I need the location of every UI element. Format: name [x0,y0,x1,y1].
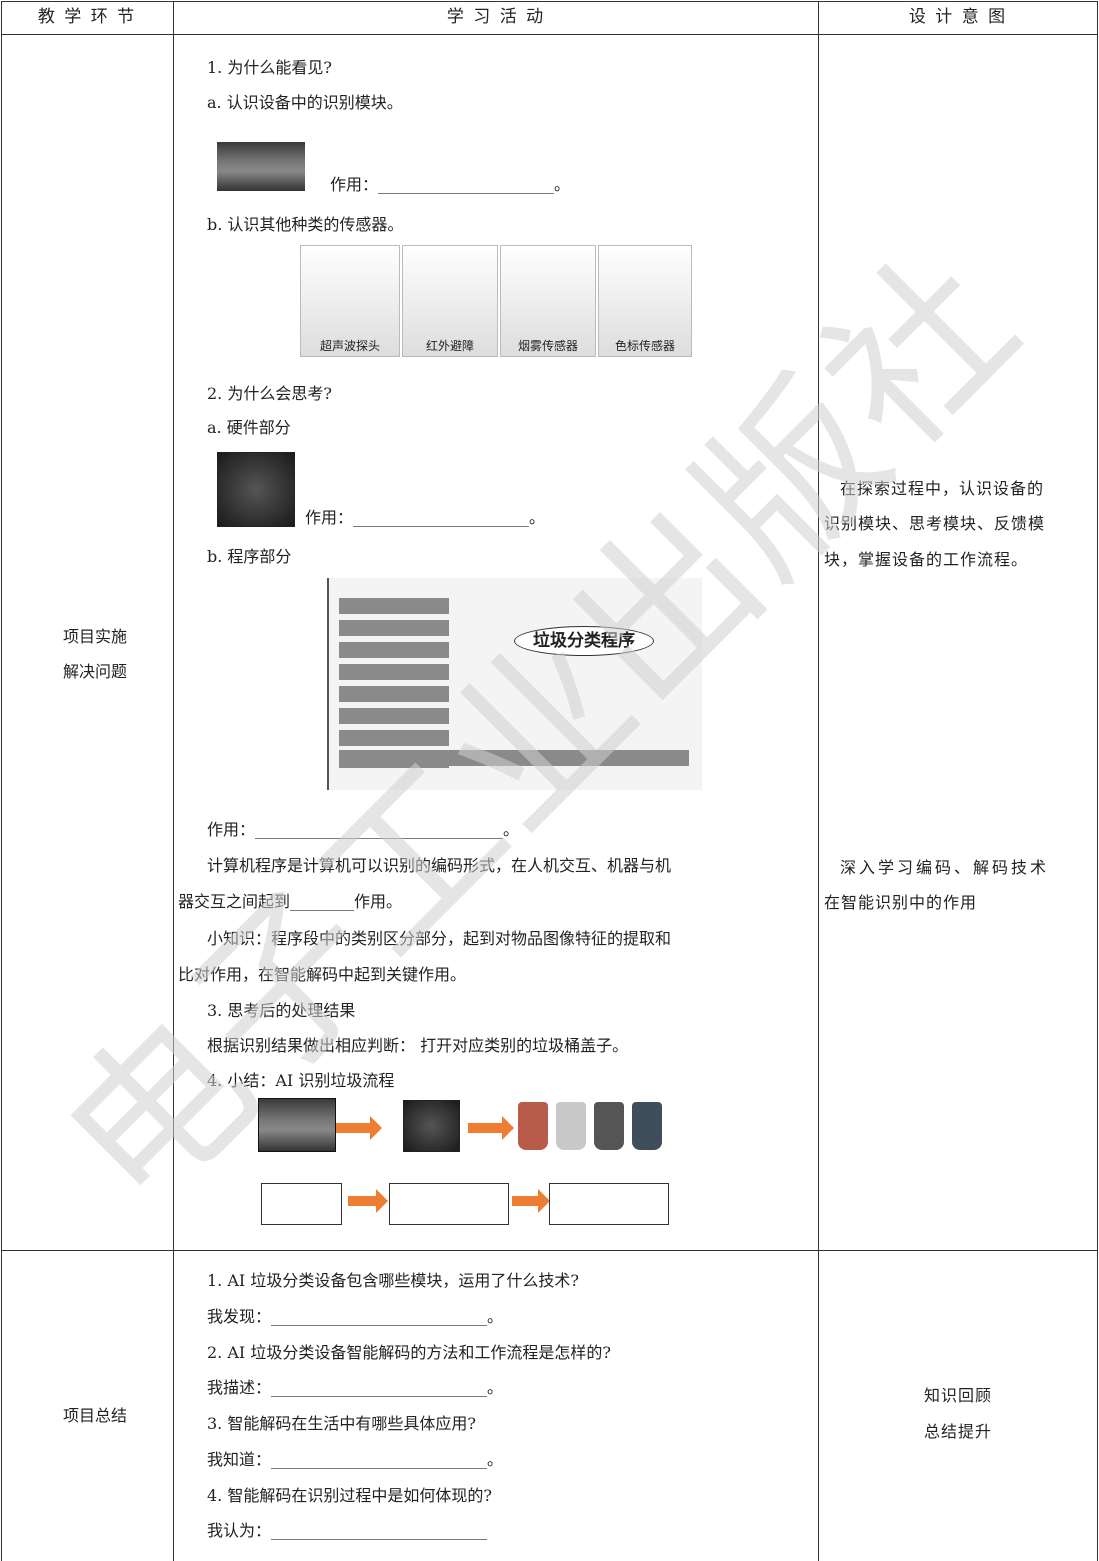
sensor-image: 烟雾传感器 [500,245,596,357]
bin-image [518,1102,548,1150]
stage: 项目总结 [62,1406,128,1425]
activity: 器交互之间起到________作用。 [178,892,403,911]
activity: 作用：______________________。 [305,508,546,527]
intent: 知识回顾 [923,1386,993,1405]
intent: 块，掌握设备的工作流程。 [824,550,1029,569]
board-image [403,1100,460,1152]
intent: 识别模块、思考模块、反馈模 [824,514,1046,533]
activity: 我知道：___________________________。 [207,1450,504,1469]
activity: 1. 为什么能看见? [207,58,332,77]
border [1,1250,1098,1251]
intent: 在智能识别中的作用 [824,893,978,912]
intent: 深入学习编码、解码技术 [840,858,1050,877]
activity: 作用：_______________________________。 [207,820,520,839]
activity: 3. 智能解码在生活中有哪些具体应用? [207,1414,476,1433]
border [1,34,1098,35]
sensor-label: 超声波探头 [319,339,380,353]
sensor-image: 色标传感器 [598,245,692,357]
header: 教 学 环 节 [37,7,137,27]
bin-image [556,1102,586,1150]
intent: 总结提升 [923,1422,993,1441]
activity: b. 程序部分 [207,547,292,566]
activity: 作用：______________________。 [330,175,571,194]
activity: 计算机程序是计算机可以识别的编码形式，在人机交互、机器与机 [207,856,672,875]
border [1,1,2,1561]
activity: 根据识别结果做出相应判断： 打开对应类别的垃圾桶盖子。 [207,1036,629,1055]
activity: 我描述：___________________________。 [207,1378,504,1397]
sensor-image: 超声波探头 [300,245,400,357]
header: 学 习 活 动 [446,7,546,27]
border [1097,1,1098,1561]
program-image: 垃圾分类程序 [327,578,702,790]
blank-box [549,1183,669,1225]
activity: 1. AI 垃圾分类设备包含哪些模块，运用了什么技术? [207,1271,579,1290]
sensor-label: 红外避障 [425,339,474,353]
bin-image [632,1102,662,1150]
code-blocks [339,598,449,768]
intent: 在探索过程中，认识设备的 [840,479,1045,498]
blank-box [261,1183,342,1225]
stage: 项目实施 [62,627,128,646]
sensor-label: 色标传感器 [614,339,675,353]
activity: a. 硬件部分 [207,418,291,437]
sensor-label: 烟雾传感器 [517,339,578,353]
border [818,1,819,1561]
arrow [348,1189,388,1213]
bin-image [594,1102,624,1150]
activity: b. 认识其他种类的传感器。 [207,215,404,234]
activity: 2. 为什么会思考? [207,384,332,403]
activity: a. 认识设备中的识别模块。 [207,93,403,112]
activity: 我认为：___________________________ [207,1521,488,1540]
arrow [512,1189,550,1213]
sensor-image: 红外避障 [402,245,498,357]
activity: 3. 思考后的处理结果 [207,1001,356,1020]
recognition-module-image [258,1098,336,1152]
activity: 4. 小结：AI 识别垃圾流程 [207,1071,395,1090]
header: 设 计 意 图 [908,7,1008,27]
border [1,1,1098,2]
arrow [468,1116,514,1140]
activity: 2. AI 垃圾分类设备智能解码的方法和工作流程是怎样的? [207,1343,611,1362]
activity: 4. 智能解码在识别过程中是如何体现的? [207,1486,492,1505]
activity: 我发现：___________________________。 [207,1307,504,1326]
border [173,1,174,1561]
blank-box [389,1183,509,1225]
board-image [217,452,295,527]
activity: 比对作用，在智能解码中起到关键作用。 [178,965,467,984]
arrow [336,1116,382,1140]
program-bubble: 垃圾分类程序 [514,626,654,656]
stage: 解决问题 [62,662,128,681]
code-blocks [339,750,689,766]
recognition-module-image [217,142,305,191]
activity: 小知识：程序段中的类别区分部分，起到对物品图像特征的提取和 [207,929,672,948]
